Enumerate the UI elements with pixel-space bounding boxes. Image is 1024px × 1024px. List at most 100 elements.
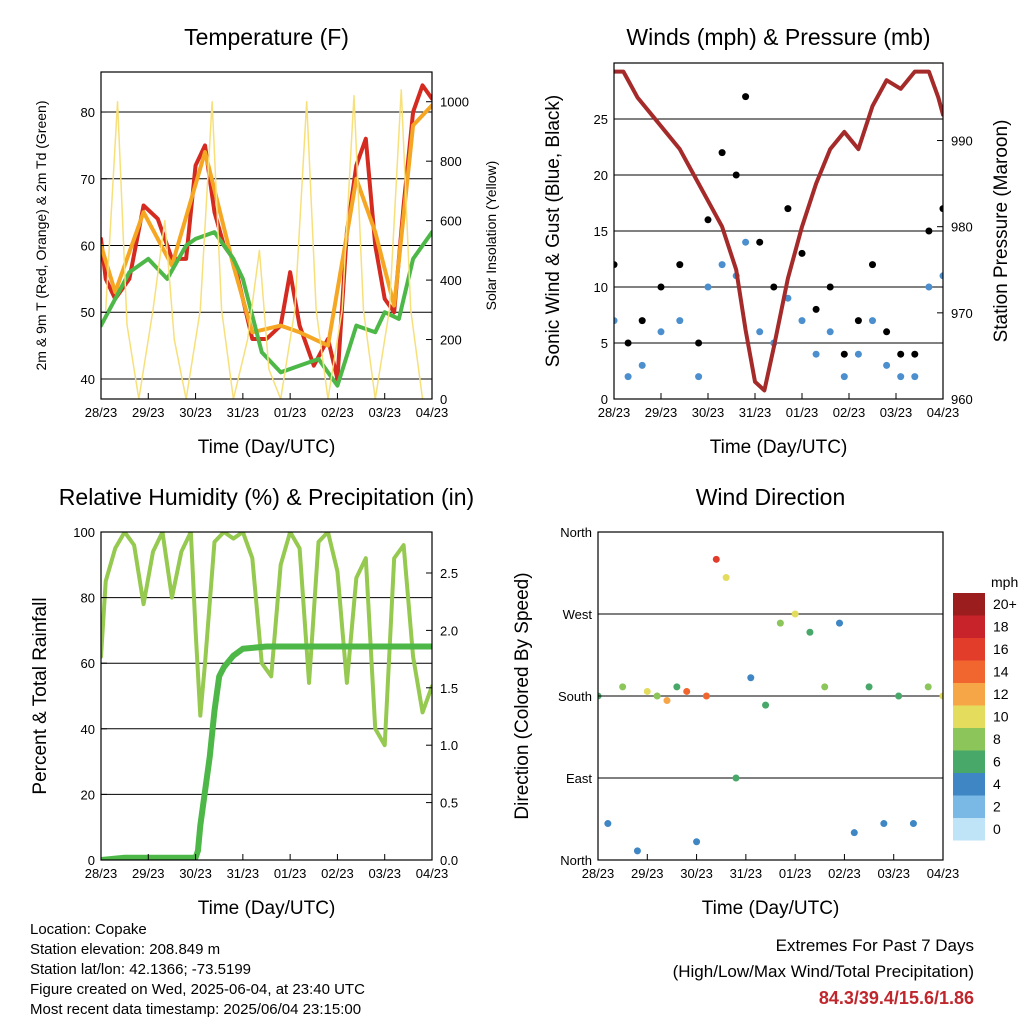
y-right-tick-label: 1.5 [440,681,458,696]
extremes-panel: Extremes For Past 7 Days (High/Low/Max W… [673,933,974,1011]
x-tick-label: 01/23 [786,405,819,420]
data-point [806,628,814,636]
extremes-values: 84.3/39.4/15.6/1.86 [818,988,974,1008]
data-point [732,774,740,782]
legend-label: 10 [993,709,1009,725]
legend-label: 14 [993,664,1009,680]
x-tick-label: 03/23 [368,405,401,420]
x-tick-label: 28/23 [85,866,118,881]
x-tick-label: 03/23 [880,405,913,420]
data-point [883,328,891,336]
data-point [798,249,806,257]
data-point [676,261,684,269]
data-point [673,683,681,691]
series-line [104,89,424,399]
y-tick-label: 40 [81,372,95,387]
data-point [718,261,726,269]
x-tick-label: 02/23 [828,866,861,881]
y-tick-label: 15 [594,224,608,239]
data-point [776,619,784,627]
data-point [695,373,703,381]
y-tick-label: 80 [81,105,95,120]
y-tick-label: 0 [88,853,95,868]
x-tick-label: 29/23 [645,405,678,420]
y-right-tick-label: 0 [440,392,447,407]
legend-label: 8 [993,731,1001,747]
y-tick-label: 10 [594,280,608,295]
data-point [865,683,873,691]
x-tick-label: 04/23 [927,866,960,881]
data-point [869,317,876,325]
y-right-tick-label: 990 [951,134,973,149]
x-tick-label: 01/23 [779,866,812,881]
x-tick-label: 29/23 [132,405,165,420]
data-point [732,171,740,179]
series-line [614,69,943,393]
x-tick-label: 04/23 [416,866,449,881]
data-point [883,361,891,369]
y-right-tick-label: 960 [951,392,973,407]
chart-panel-2: 28/23 29/23 30/23 31/23 01/23 02/23 03/23 04/23… [30,484,474,919]
legend-title: mph [991,574,1018,590]
y-tick-label: 70 [81,172,95,187]
plot-frame [100,71,433,400]
x-tick-label: 30/23 [179,405,212,420]
data-point [939,205,943,213]
data-point [704,283,712,291]
data-point [895,692,903,700]
x-tick-label: 03/23 [877,866,910,881]
x-tick-label: 30/23 [692,405,725,420]
series-line [101,103,432,348]
series-group [101,532,432,860]
legend-label: 2 [993,799,1001,815]
data-point [756,238,764,246]
data-point [812,305,820,313]
chart-title: Temperature (F) [184,24,349,50]
data-point [826,328,834,336]
data-point [826,283,834,291]
speed-legend: mph 20+ 18 16 14 12 10 8 6 4 2 0 [953,574,1018,841]
extremes-title: Extremes For Past 7 Days [775,936,974,955]
data-point [836,619,843,627]
data-point [897,350,905,358]
x-axis-label: Time (Day/UTC) [710,437,848,458]
x-axis-label: Time (Day/UTC) [702,898,840,919]
legend-swatch [953,705,985,728]
data-point [638,361,646,369]
y-axis-label: Percent & Total Rainfall [30,597,51,794]
chart-title: Relative Humidity (%) & Precipitation (i… [59,484,474,510]
data-point [911,350,919,358]
y-right-tick-label: 200 [440,333,462,348]
y-tick-label: North [560,525,592,540]
data-point [742,238,750,246]
data-point [614,261,618,269]
station-info: Location: Copake Station elevation: 208.… [30,920,365,1020]
legend-swatch [953,795,985,818]
data-point [742,93,750,101]
chart-panel-1: 28/23 29/23 30/23 31/23 01/23 02/23 03/23 04/23… [543,24,1012,458]
data-point [712,555,720,563]
legend-swatch [953,683,985,706]
x-tick-label: 03/23 [368,866,401,881]
data-point [653,692,661,700]
legend-label: 0 [993,821,1001,837]
legend-label: 12 [993,686,1009,702]
extremes-subtitle: (High/Low/Max Wind/Total Precipitation) [672,962,974,981]
x-tick-label: 04/23 [927,405,960,420]
legend-swatch [953,593,985,616]
data-point [683,687,691,695]
y-right-tick-label: 2.5 [440,566,458,581]
y-tick-label: 80 [81,591,95,606]
data-point [812,350,820,358]
data-point [718,149,726,157]
x-tick-label: 31/23 [227,866,260,881]
y-right-tick-label: 980 [951,220,973,235]
elevation-text: Station elevation: 208.849 m [30,941,221,958]
x-tick-label: 28/23 [582,866,615,881]
legend-swatch [953,773,985,796]
y-right-tick-label: 970 [951,306,973,321]
y-right-tick-label: 0.5 [440,796,458,811]
timestamp-text: Most recent data timestamp: 2025/06/04 2… [30,1001,362,1018]
legend-swatch [953,728,985,751]
y-tick-label: 60 [81,656,95,671]
